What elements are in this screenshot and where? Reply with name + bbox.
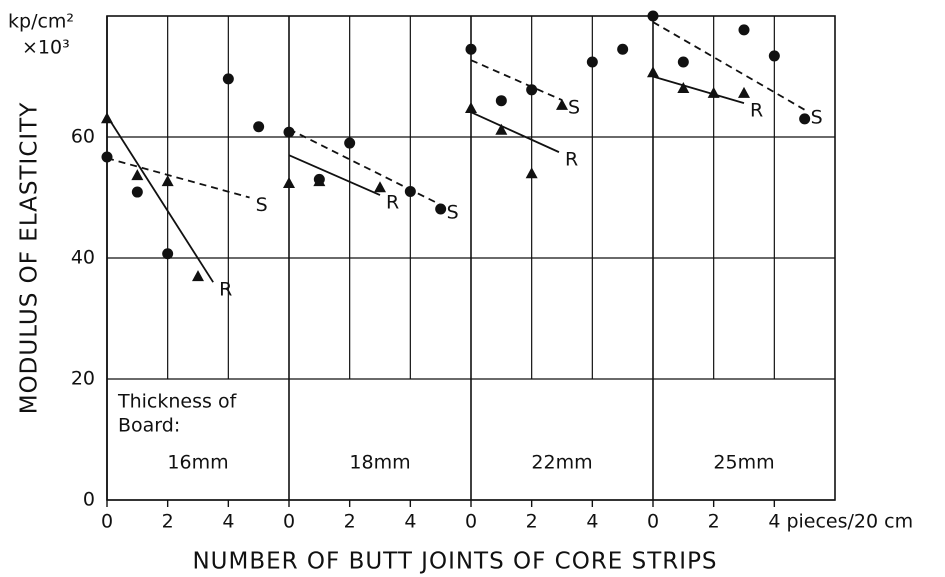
circle-point [526,84,538,96]
line-label: S [811,106,823,128]
line-label: S [568,97,580,119]
x-tick-label: 4 pieces/20 cm [768,511,913,533]
x-tick-label: 4 [222,511,234,533]
fit-line [106,157,250,199]
x-tick-label: 0 [465,511,477,533]
circle-point [617,43,629,55]
circle-point [253,121,265,133]
x-tick-label: 0 [101,511,113,533]
triangle-point [374,181,386,193]
line-label: R [565,149,578,171]
circle-point [586,56,598,68]
fit-line [652,21,806,111]
triangle-point [313,175,326,187]
circle-point [283,126,295,138]
y-multiplier: ×10³ [22,37,70,59]
x-tick-label: 2 [708,511,720,533]
x-tick-label: 4 [404,511,416,533]
y-axis-label: MODULUS OF ELASTICITY [17,102,43,415]
circle-point [101,151,113,163]
panel-caption: Thickness of [117,391,238,413]
circle-point [465,43,477,55]
circle-point [344,137,356,149]
triangle-point [647,66,659,78]
x-tick-label: 2 [162,511,174,533]
x-tick-label: 2 [344,511,356,533]
fit-line [652,75,745,104]
fit-line [288,154,381,196]
triangle-point [192,270,204,282]
circle-point [131,186,143,198]
x-tick-label: 0 [283,511,295,533]
circle-point [768,50,780,62]
triangle-point [738,86,750,98]
circle-point [799,113,811,125]
x-tick-label: 2 [526,511,538,533]
line-label: S [447,201,459,223]
fit-line [106,115,214,283]
fit-line [288,128,442,206]
line-label: R [750,100,763,122]
triangle-point [707,86,720,98]
triangle-point [465,101,477,113]
fit-line [470,59,563,101]
panel-label: 18mm [349,452,410,474]
triangle-point [556,98,568,110]
circle-point [677,56,689,68]
triangle-point [161,175,174,187]
line-label: R [219,279,232,301]
line-label: S [256,194,268,216]
y-tick-label: 20 [71,368,95,390]
triangle-point [101,112,113,124]
circle-point [495,95,507,107]
panel-label: 22mm [531,452,592,474]
panel-label: 25mm [713,452,774,474]
y-tick-label: 0 [83,489,95,511]
circle-point [162,248,174,260]
x-tick-label: 4 [586,511,598,533]
panel-caption: Board: [118,415,180,437]
triangle-point [131,169,144,181]
y-tick-label: 40 [71,247,95,269]
y-tick-label: 60 [71,126,95,148]
circle-point [404,185,416,197]
circle-point [435,203,447,215]
circle-point [222,73,234,85]
triangle-point [677,81,690,93]
panel-label: 16mm [167,452,228,474]
y-unit: kp/cm² [8,11,74,33]
triangle-point [495,123,508,135]
x-tick-label: 0 [647,511,659,533]
x-axis-label: NUMBER OF BUTT JOINTS OF CORE STRIPS [192,549,717,575]
circle-point [647,10,659,22]
triangle-point [525,167,538,179]
fit-line [470,111,560,153]
circle-point [738,24,750,36]
triangle-point [283,176,295,188]
line-label: R [386,192,399,214]
